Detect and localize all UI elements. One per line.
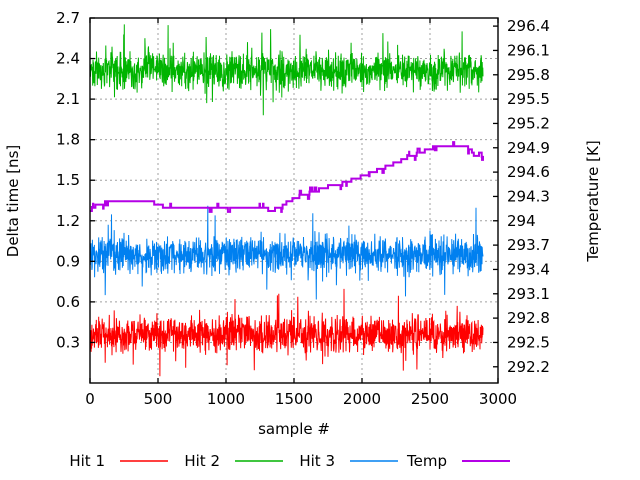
y-right-tick-label: 294.9: [507, 139, 550, 157]
y-axis-title-left: Delta time [ns]: [4, 145, 22, 257]
legend-label: Hit 3: [299, 452, 335, 470]
series-hit-3: [90, 205, 484, 300]
y-right-tick-label: 292.8: [507, 309, 550, 327]
legend: Hit 1 Hit 2 Hit 3 Temp: [69, 452, 510, 470]
x-tick-label: 3000: [479, 390, 517, 408]
legend-label: Hit 1: [69, 452, 105, 470]
x-tick-label: 2000: [343, 390, 381, 408]
x-tick-label: 1500: [275, 390, 313, 408]
y-right-tick-label: 294.3: [507, 187, 550, 205]
legend-label: Hit 2: [184, 452, 220, 470]
x-tick-label: 0: [85, 390, 95, 408]
series-hit-2: [90, 24, 484, 116]
series-temp: [90, 141, 484, 213]
series-hit-1: [90, 288, 484, 377]
data-series: [90, 24, 484, 377]
y-right-tick-label: 293.7: [507, 236, 550, 254]
y-right-tick-label: 292.5: [507, 333, 550, 351]
y-left-tick-label: 2.7: [56, 9, 80, 27]
x-tick-label: 1000: [207, 390, 245, 408]
y-right-tick-label: 295.5: [507, 90, 550, 108]
y-left-tick-label: 1.8: [56, 131, 80, 149]
legend-item-hit-2: Hit 2: [184, 452, 283, 470]
y-left-tick-label: 0.3: [56, 333, 80, 351]
axis-ticks: [89, 17, 499, 383]
y-left-tick-label: 1.2: [56, 212, 80, 230]
y-left-tick-label: 2.1: [56, 90, 80, 108]
x-axis-title: sample #: [258, 420, 330, 438]
y-right-tick-label: 295.2: [507, 114, 550, 132]
y-left-tick-label: 1.5: [56, 171, 80, 189]
y-left-tick-label: 0.6: [56, 293, 80, 311]
y-right-tick-label: 294: [507, 212, 536, 230]
y-axis-title-right: Temperature [K]: [584, 140, 602, 262]
x-tick-label: 500: [144, 390, 173, 408]
legend-item-temp: Temp: [406, 452, 510, 470]
y-right-tick-label: 296.4: [507, 17, 550, 35]
y-left-tick-label: 2.4: [56, 50, 80, 68]
y-right-tick-label: 293.1: [507, 285, 550, 303]
y-left-tick-label: 0.9: [56, 252, 80, 270]
legend-item-hit-3: Hit 3: [299, 452, 398, 470]
y-right-tick-label: 296.1: [507, 41, 550, 59]
axis-tick-labels: 0 500 1000 1500 2000 2500 3000 0.3 0.6 0.9 1.2 1.5 1…: [56, 9, 550, 408]
y-right-tick-label: 295.8: [507, 66, 550, 84]
y-right-tick-label: 293.4: [507, 260, 550, 278]
y-right-tick-label: 294.6: [507, 163, 550, 181]
y-right-tick-label: 292.2: [507, 358, 550, 376]
legend-label: Temp: [406, 452, 447, 470]
legend-item-hit-1: Hit 1: [69, 452, 168, 470]
x-tick-label: 2500: [411, 390, 449, 408]
